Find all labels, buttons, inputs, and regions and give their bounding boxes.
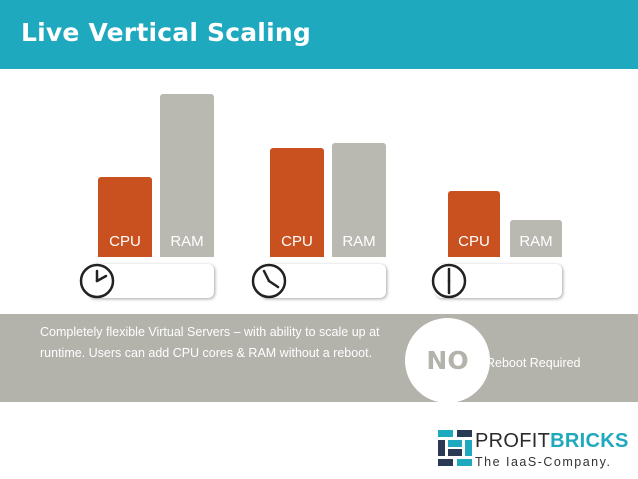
ram-label: RAM (519, 233, 553, 250)
cpu-bar (270, 148, 324, 257)
cpu-bar (448, 191, 500, 257)
clock-icon (79, 263, 115, 299)
cpu-label: CPU (458, 233, 490, 250)
ram-label: RAM (170, 233, 204, 250)
cpu-label: CPU (281, 233, 313, 250)
clock-icon (431, 263, 467, 299)
cpu-label: CPU (109, 233, 141, 250)
logo-tagline: The IaaS-Company. (475, 455, 612, 469)
ram-label: RAM (342, 233, 376, 250)
page-title: Live Vertical Scaling (21, 18, 311, 47)
clock-icon (251, 263, 287, 299)
ram-bar (332, 143, 386, 257)
no-badge (405, 318, 490, 403)
description-text: Completely flexible Virtual Servers – wi… (40, 325, 380, 360)
reboot-required-text: Reboot Required (486, 356, 581, 370)
logo-name-part1: PROFIT (475, 430, 551, 452)
server-label: SERVER (296, 8, 360, 25)
logo-wordmark: PROFITBRICKS (475, 430, 629, 453)
server-label: SERVER (472, 8, 536, 25)
cpu-bar (98, 177, 152, 257)
info-panel (0, 314, 638, 402)
ram-bar (510, 220, 562, 257)
server-label: SERVER (124, 8, 188, 25)
header-banner: Live Vertical Scaling (0, 0, 638, 69)
profitbricks-logo-icon (438, 430, 472, 466)
no-badge-text: NO (426, 346, 469, 375)
logo-name-part2: BRICKS (550, 430, 629, 452)
ram-bar (160, 94, 214, 257)
